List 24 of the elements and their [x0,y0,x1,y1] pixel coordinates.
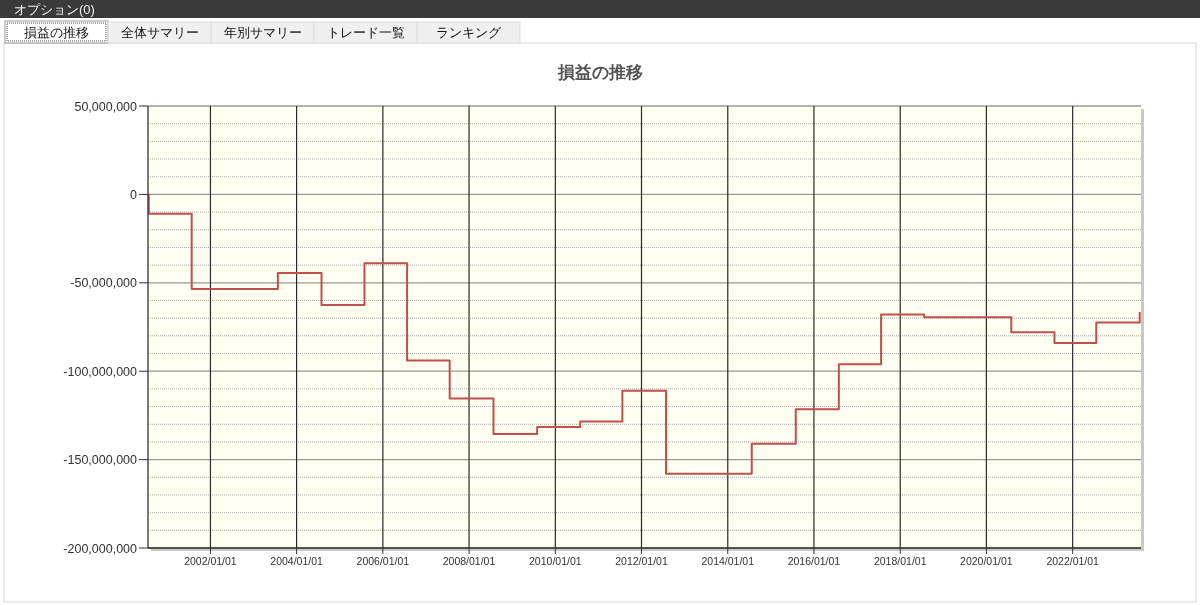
chart-title: 損益の推移 [556,63,643,82]
y-tick-label: 50,000,000 [74,99,138,114]
y-tick-label: -200,000,000 [63,541,138,556]
y-tick-label: -150,000,000 [63,453,138,468]
menu-text: オプション(0) [14,2,95,17]
tab: 年別サマリー [210,21,315,44]
y-tick-label: 0 [130,187,138,202]
tab: 全体サマリー [107,21,212,44]
y-tick-label: -100,000,000 [63,364,138,379]
y-tick-label: -50,000,000 [70,276,138,291]
x-tick-label: 2002/01/01 [184,555,237,567]
x-tick-label: 2020/01/01 [960,555,1013,567]
x-tick-label: 2006/01/01 [356,555,410,567]
x-tick-label: 2014/01/01 [701,555,755,567]
tab: トレード一覧 [313,21,418,44]
x-tick-label: 2018/01/01 [873,555,927,567]
x-tick-label: 2004/01/01 [270,555,324,567]
x-tick-label: 2012/01/01 [615,555,668,567]
x-tick-label: 2010/01/01 [529,555,582,567]
tab-selected: 損益の推移 [4,20,109,44]
tab: ランキング [416,21,521,44]
x-tick-label: 2016/01/01 [787,555,841,567]
x-tick-label: 2008/01/01 [442,555,496,567]
x-tick-label: 2022/01/01 [1046,555,1100,567]
